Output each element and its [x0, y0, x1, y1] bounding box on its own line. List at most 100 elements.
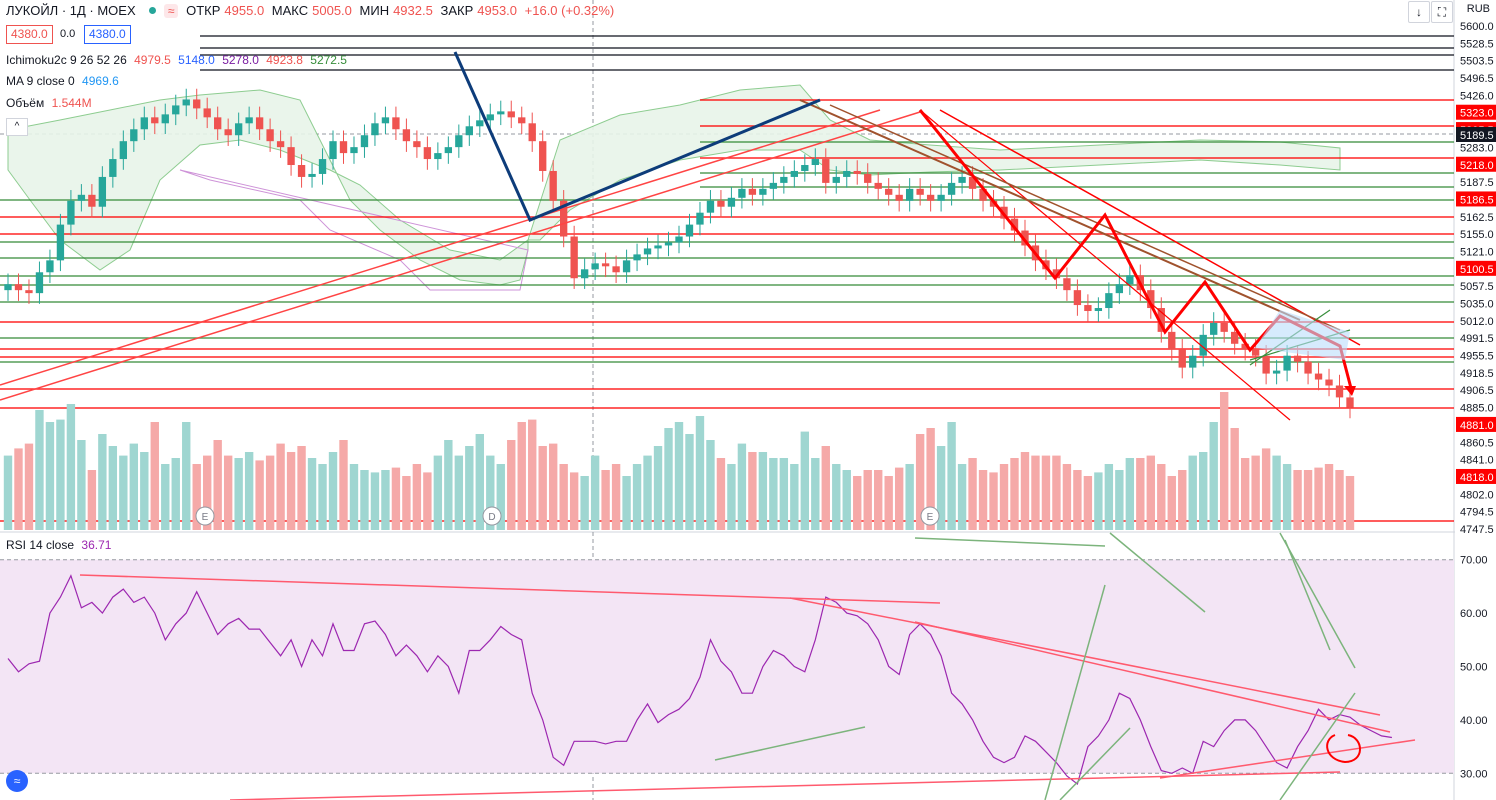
axis-price-label: 4860.5	[1460, 437, 1494, 449]
candle-body	[1094, 308, 1103, 312]
candle-body	[738, 188, 746, 198]
volume-bar	[926, 428, 935, 530]
volume-bar	[1010, 458, 1019, 530]
ma-legend[interactable]: MA 9 close 0 4969.6	[6, 74, 123, 88]
volume-value: 1.544M	[51, 96, 92, 110]
event-marker-label: D	[488, 512, 495, 523]
trend-line	[0, 109, 881, 386]
candle-body	[643, 248, 652, 255]
candle-body	[539, 141, 547, 171]
volume-bar	[884, 476, 893, 530]
candle-body	[905, 188, 914, 201]
volume-bar	[129, 443, 139, 530]
candle-body	[633, 254, 641, 261]
symbol-title[interactable]: ЛУКОЙЛ · 1Д · MOEX	[6, 3, 136, 18]
candle-body	[549, 170, 557, 201]
volume-bar	[192, 464, 201, 530]
candle-body	[696, 212, 704, 225]
candle-body	[234, 123, 243, 136]
volume-bar	[286, 452, 296, 530]
volume-bar	[24, 443, 34, 530]
rsi-pane	[0, 532, 1454, 800]
compare-icon[interactable]: ≈	[163, 4, 179, 18]
candle-body	[1325, 379, 1333, 386]
candle-body	[790, 170, 798, 177]
volume-bar	[758, 452, 768, 530]
volume-bar	[695, 416, 705, 530]
candle-body	[1231, 331, 1239, 344]
rsi-axis-label: 50.00	[1460, 662, 1488, 674]
volume-bar	[853, 476, 862, 530]
arrow-head-icon	[1344, 386, 1356, 396]
low-value: 4932.5	[393, 3, 433, 18]
candle-body	[759, 188, 767, 195]
collapse-legend-button[interactable]: ^	[6, 118, 28, 136]
rsi-trend-line	[714, 726, 866, 761]
buy-price-box[interactable]: 4380.0	[84, 25, 131, 44]
axis-price-label: 4918.5	[1460, 368, 1494, 380]
volume-bar	[234, 458, 243, 530]
candle-body	[1084, 305, 1092, 312]
ichimoku-value-4: 4923.8	[266, 53, 303, 67]
volume-bar	[1178, 470, 1187, 530]
trend-lines	[0, 51, 1361, 421]
candle-body	[287, 147, 295, 166]
volume-bar	[779, 458, 789, 530]
volume-bar	[548, 443, 558, 530]
candle-body	[140, 117, 148, 130]
candle-body	[476, 120, 484, 127]
chart-header: ЛУКОЙЛ · 1Д · MOEX ≈ ОТКР 4955.0 МАКС 5005…	[6, 3, 618, 18]
volume-bar	[811, 458, 820, 530]
candle-body	[1314, 373, 1323, 380]
volume-bar	[559, 464, 568, 530]
volume-bar	[1251, 455, 1260, 530]
rsi-legend[interactable]: RSI 14 close 36.71	[6, 538, 115, 552]
wave-line-blue	[453, 51, 821, 222]
rsi-trend-line	[1284, 539, 1331, 651]
candle-body	[67, 200, 75, 225]
fullscreen-icon[interactable]: ⛶	[1431, 1, 1453, 23]
tradingview-logo-icon[interactable]: ≈	[6, 770, 28, 792]
volume-bar	[1199, 452, 1208, 530]
axis-price-label: 5012.0	[1460, 316, 1494, 328]
volume-bar	[1031, 455, 1040, 530]
volume-bar	[1115, 470, 1124, 530]
volume-legend[interactable]: Объём 1.544M	[6, 96, 96, 110]
sell-price-box[interactable]: 4380.0	[6, 25, 53, 44]
axis-label-tag	[1456, 468, 1496, 484]
candle-body	[266, 129, 274, 142]
axis-label-tag	[1456, 104, 1496, 120]
axis-label-tag	[1456, 156, 1496, 172]
open-value: 4955.0	[224, 3, 265, 18]
candle-body	[507, 111, 515, 118]
trend-line	[829, 104, 1341, 331]
axis-price-label: 5121.0	[1460, 246, 1494, 258]
volume-bar	[203, 455, 212, 530]
candle-body	[1073, 290, 1082, 306]
candle-body	[4, 284, 12, 291]
volume-bar	[737, 443, 747, 530]
candle-body	[727, 197, 736, 207]
volume-bar	[664, 428, 673, 530]
scroll-down-icon[interactable]: ↓	[1408, 1, 1430, 23]
volume-bar	[706, 440, 715, 530]
candle-body	[1147, 290, 1155, 309]
candle-body	[46, 260, 54, 273]
candle-body	[151, 117, 159, 124]
volume-bar	[381, 470, 390, 530]
candle-body	[413, 141, 421, 148]
volume-bar	[1136, 458, 1145, 530]
volume-bar	[108, 446, 118, 530]
candle-body	[685, 224, 694, 237]
candle-body	[528, 123, 536, 142]
volume-bar	[276, 443, 285, 530]
candle-body	[885, 188, 893, 195]
event-marker	[482, 506, 502, 526]
candle-body	[622, 260, 631, 273]
volume-bar	[444, 440, 453, 530]
candle-body	[748, 188, 757, 195]
volume-bar	[150, 422, 159, 530]
ichimoku-legend[interactable]: Ichimoku2c 9 26 52 26 4979.5 5148.0 5278…	[6, 53, 351, 67]
candle-body	[780, 176, 788, 183]
